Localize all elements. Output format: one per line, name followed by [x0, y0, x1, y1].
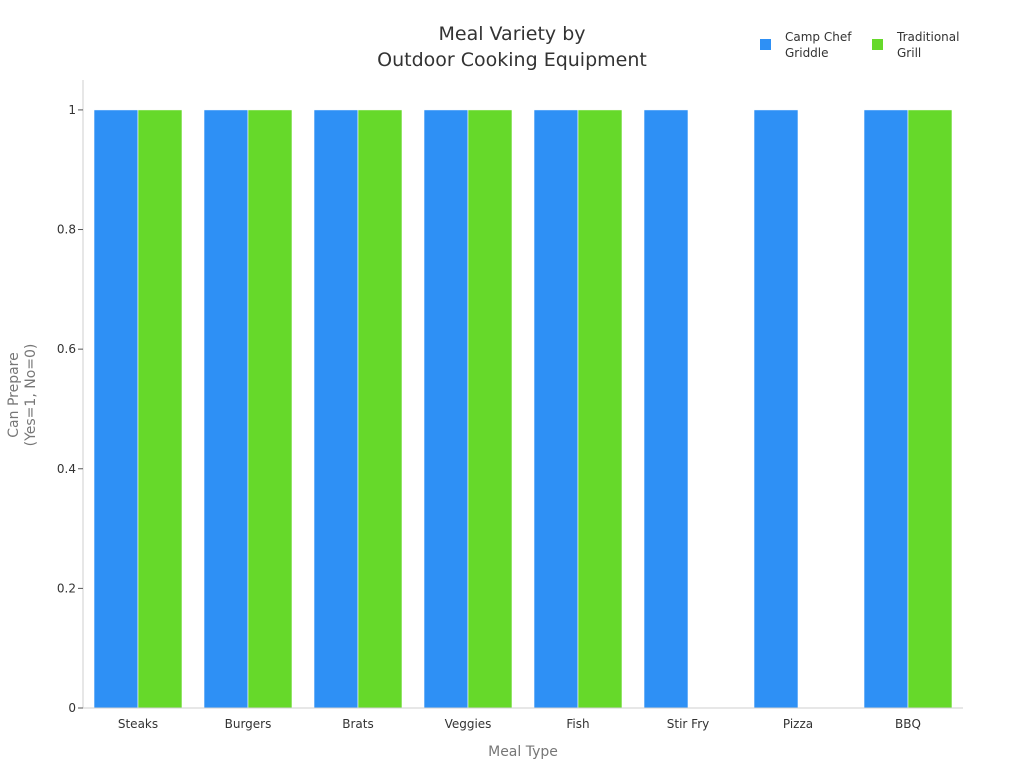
- x-tick-label-steaks: Steaks: [118, 717, 158, 731]
- y-axis-title-line-2: (Yes=1, No=0): [23, 344, 39, 447]
- x-tick-label-burgers: Burgers: [225, 717, 272, 731]
- legend-label-traditional-grill-line-2: Grill: [897, 46, 921, 60]
- bar-camp-chef-griddle-fish: [533, 109, 579, 709]
- bar-traditional-grill-fish: [577, 109, 623, 709]
- legend-label-camp-chef-griddle-line-2: Griddle: [785, 46, 829, 60]
- bar-camp-chef-griddle-stir-fry: [643, 109, 689, 709]
- x-tick-label-brats: Brats: [342, 717, 373, 731]
- legend-swatch-traditional-grill: [872, 39, 883, 50]
- legend: Camp Chef Griddle Traditional Grill: [760, 30, 959, 60]
- bar-traditional-grill-bbq: [907, 109, 953, 709]
- y-axis-title: Can Prepare (Yes=1, No=0): [6, 344, 39, 447]
- x-axis: Steaks Burgers Brats Veggies Fish Stir Fry Piz…: [83, 707, 963, 731]
- bar-traditional-grill-veggies: [467, 109, 513, 709]
- y-axis-title-line-1: Can Prepare: [6, 352, 22, 437]
- y-tick-label-1: 1: [68, 103, 76, 117]
- bar-traditional-grill-steaks: [137, 109, 183, 709]
- y-tick-label-0-6: 0.6: [57, 342, 76, 356]
- bar-camp-chef-griddle-bbq: [863, 109, 909, 709]
- bar-camp-chef-griddle-steaks: [93, 109, 139, 709]
- legend-swatch-camp-chef-griddle: [760, 39, 771, 50]
- bar-camp-chef-griddle-veggies: [423, 109, 469, 709]
- bar-camp-chef-griddle-burgers: [203, 109, 249, 709]
- x-tick-label-veggies: Veggies: [445, 717, 492, 731]
- bar-camp-chef-griddle-pizza: [753, 109, 799, 709]
- chart-title-line-1: Meal Variety by: [438, 23, 585, 45]
- x-tick-label-bbq: BBQ: [895, 717, 921, 731]
- legend-label-traditional-grill-line-1: Traditional: [896, 30, 959, 44]
- legend-label-camp-chef-griddle-line-1: Camp Chef: [785, 30, 852, 44]
- bar-camp-chef-griddle-brats: [313, 109, 359, 709]
- y-axis: 0 0.2 0.4 0.6 0.8 1: [57, 80, 84, 715]
- y-tick-label-0: 0: [68, 701, 76, 715]
- bar-traditional-grill-brats: [357, 109, 403, 709]
- y-tick-label-0-2: 0.2: [57, 581, 76, 595]
- y-tick-label-0-4: 0.4: [57, 462, 76, 476]
- x-tick-label-stir-fry: Stir Fry: [667, 717, 709, 731]
- bars-group: [93, 109, 953, 709]
- x-axis-title: Meal Type: [488, 744, 558, 760]
- y-tick-label-0-8: 0.8: [57, 223, 76, 237]
- chart-title-line-2: Outdoor Cooking Equipment: [377, 49, 647, 71]
- bar-traditional-grill-burgers: [247, 109, 293, 709]
- x-tick-label-fish: Fish: [566, 717, 589, 731]
- x-tick-label-pizza: Pizza: [783, 717, 813, 731]
